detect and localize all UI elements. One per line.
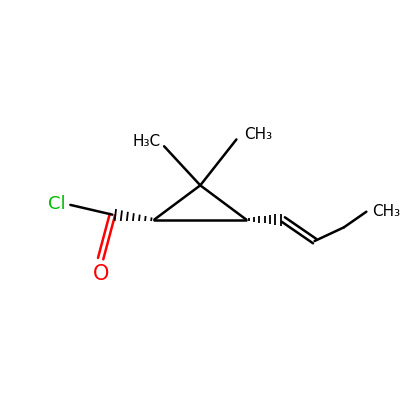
Text: CH₃: CH₃ [244, 127, 272, 142]
Text: H₃C: H₃C [132, 134, 161, 149]
Text: CH₃: CH₃ [372, 204, 400, 219]
Text: Cl: Cl [48, 195, 66, 213]
Text: O: O [92, 264, 109, 284]
